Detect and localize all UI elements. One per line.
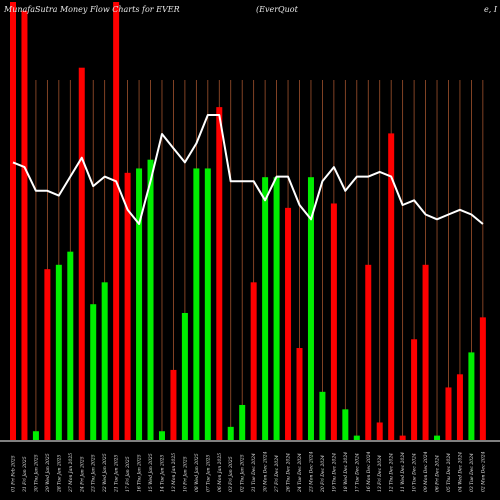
chart-title: MunafaSutra Money Flow Charts for EVER xyxy=(3,5,180,14)
x-tick-label: 03 Tue Dec 2024 xyxy=(469,453,475,492)
x-tick-label: 04 Wed Dec 2024 xyxy=(457,452,463,492)
money-flow-bar xyxy=(262,177,269,440)
x-tick-label: 24 Fri Jan 2025 xyxy=(79,456,85,493)
money-flow-bar xyxy=(434,435,441,440)
money-flow-bar xyxy=(445,387,452,440)
money-flow-bar xyxy=(342,409,349,440)
money-flow-bar xyxy=(307,177,314,440)
x-tick-label: 15 Wed Jan 2025 xyxy=(148,453,154,492)
x-tick-label: 10 Fri Jan 2025 xyxy=(182,456,188,492)
x-tick-label: 24 Tue Dec 2024 xyxy=(297,453,303,493)
money-flow-bar xyxy=(101,282,108,440)
money-flow-bar xyxy=(136,168,143,440)
x-tick-label: 05 Thu Dec 2024 xyxy=(446,453,452,492)
x-tick-label: 18 Wed Dec 2024 xyxy=(343,452,349,492)
x-tick-label: 31 Tue Dec 2024 xyxy=(251,453,257,492)
x-tick-label: 12 Thu Dec 2024 xyxy=(389,453,395,492)
money-flow-bar xyxy=(296,348,303,440)
x-tick-label: 29 Wed Jan 2025 xyxy=(45,453,51,493)
money-flow-bar xyxy=(78,67,85,440)
x-tick-label: 06 Mon Jan 2025 xyxy=(217,453,223,492)
money-flow-bar xyxy=(227,426,234,440)
x-tick-label: 02 Thu Jan 2025 xyxy=(240,454,246,492)
x-tick-label: 06 Fri Dec 2024 xyxy=(435,455,441,492)
money-flow-bar xyxy=(422,264,429,440)
money-flow-bar xyxy=(388,133,395,440)
x-tick-label: 13 Fri Dec 2024 xyxy=(377,455,383,492)
chart-subtitle: (EverQuot xyxy=(256,5,299,14)
price-line xyxy=(12,114,484,225)
money-flow-bar xyxy=(468,352,475,440)
x-tick-label: 02 Mon Dec 2024 xyxy=(480,451,486,492)
money-flow-bar xyxy=(273,177,280,440)
money-flow-bar xyxy=(411,339,418,440)
money-flow-bars xyxy=(10,2,486,441)
x-tick-label: 22 Wed Jan 2025 xyxy=(102,453,108,493)
x-tick-label: 30 Mon Dec 2024 xyxy=(263,451,269,492)
money-flow-bar xyxy=(399,435,406,440)
money-flow-bar xyxy=(21,10,28,440)
money-flow-bar xyxy=(158,431,165,440)
money-flow-bar xyxy=(216,107,223,441)
money-flow-bar xyxy=(113,2,120,440)
x-tick-label: 27 Fri Dec 2024 xyxy=(274,455,280,493)
x-tick-label: 30 Thu Jan 2025 xyxy=(33,454,39,492)
x-tick-label: 16 Thu Jan 2025 xyxy=(137,454,143,492)
x-tick-label: 23 Thu Jan 2025 xyxy=(91,454,97,493)
x-tick-label: 07 Tue Jan 2025 xyxy=(205,454,211,492)
money-flow-bar xyxy=(32,431,39,440)
x-tick-label: 17 Fri Jan 2025 xyxy=(125,456,131,492)
money-flow-bar xyxy=(124,172,131,440)
x-tick-label: 13 Mon Jan 2025 xyxy=(171,453,177,492)
money-flow-bar xyxy=(90,304,97,440)
money-flow-bar xyxy=(285,207,292,440)
x-tick-label: 27 Mon Jan 2025 xyxy=(68,453,74,493)
x-tick-label: 20 Fri Dec 2024 xyxy=(320,455,326,493)
x-tick-label: 11 Wed Dec 2024 xyxy=(400,452,406,492)
x-tick-label: 10 Tue Dec 2024 xyxy=(412,453,418,492)
x-tick-labels: 01 Fri Feb 2025 31 Fri Jan 2025 30 Thu Jan… xyxy=(11,451,487,493)
money-flow-bar xyxy=(170,369,177,440)
x-tick-label: 01 Fri Feb 2025 xyxy=(11,455,17,492)
money-flow-bar xyxy=(456,374,463,440)
x-tick-label: 28 Tue Jan 2025 xyxy=(56,454,62,493)
money-flow-bar xyxy=(10,2,16,440)
money-flow-bar xyxy=(204,168,211,440)
money-flow-bar xyxy=(147,159,154,440)
money-flow-bar xyxy=(250,282,257,440)
money-flow-bar xyxy=(181,312,188,440)
money-flow-bar xyxy=(479,317,486,440)
money-flow-bar xyxy=(376,422,383,440)
money-flow-bar xyxy=(365,264,372,440)
x-tick-label: 31 Fri Jan 2025 xyxy=(22,456,28,492)
money-flow-bar xyxy=(67,251,74,440)
money-flow-bar xyxy=(239,404,246,440)
money-flow-bar xyxy=(319,391,326,440)
x-tick-label: 09 Mon Dec 2024 xyxy=(423,451,429,492)
x-tick-label: 23 Mon Dec 2024 xyxy=(308,451,314,493)
money-flow-bar xyxy=(353,435,360,440)
money-flow-bar xyxy=(44,269,51,440)
chart-subtitle-tail: e, I xyxy=(484,5,498,14)
x-tick-label: 03 Fri Jan 2025 xyxy=(228,456,234,492)
x-tick-label: 21 Tue Jan 2025 xyxy=(114,454,120,493)
money-flow-bar xyxy=(330,203,337,440)
x-tick-label: 16 Mon Dec 2024 xyxy=(366,451,372,492)
x-tick-label: 17 Tue Dec 2024 xyxy=(354,453,360,492)
x-tick-label: 14 Tue Jan 2025 xyxy=(159,454,165,492)
x-tick-label: 26 Thu Dec 2024 xyxy=(286,453,292,493)
money-flow-bar xyxy=(193,168,200,440)
money-flow-bar xyxy=(55,264,62,440)
x-tick-label: 19 Thu Dec 2024 xyxy=(331,453,337,492)
x-tick-label: 08 Wed Jan 2025 xyxy=(194,453,200,492)
